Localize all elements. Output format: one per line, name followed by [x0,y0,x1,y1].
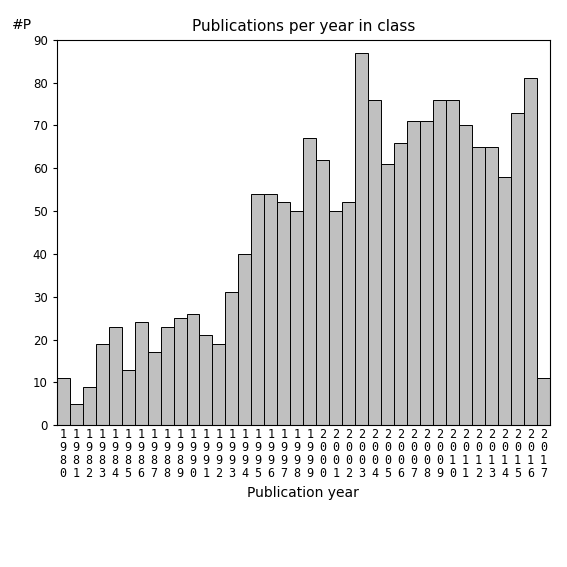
Bar [407,121,420,425]
Bar [226,293,239,425]
Bar [213,344,226,425]
Bar [394,142,407,425]
Bar [70,404,83,425]
Bar [251,194,264,425]
Bar [342,202,356,425]
Bar [511,112,524,425]
Bar [446,100,459,425]
Bar [524,78,537,425]
Bar [174,318,187,425]
Bar [264,194,277,425]
Bar [160,327,174,425]
Bar [459,125,472,425]
Bar [356,53,368,425]
X-axis label: Publication year: Publication year [247,485,359,500]
Bar [277,202,290,425]
Bar [368,100,381,425]
Bar [83,387,96,425]
Bar [57,378,70,425]
Bar [537,378,550,425]
Bar [200,335,213,425]
Bar [187,314,200,425]
Bar [303,138,316,425]
Y-axis label: #P: #P [12,18,32,32]
Bar [134,323,147,425]
Bar [239,254,251,425]
Bar [290,211,303,425]
Bar [433,100,446,425]
Bar [316,160,329,425]
Title: Publications per year in class: Publications per year in class [192,19,415,35]
Bar [472,147,485,425]
Bar [121,370,134,425]
Bar [498,177,511,425]
Bar [329,211,342,425]
Bar [420,121,433,425]
Bar [381,164,394,425]
Bar [96,344,109,425]
Bar [485,147,498,425]
Bar [109,327,121,425]
Bar [147,353,160,425]
